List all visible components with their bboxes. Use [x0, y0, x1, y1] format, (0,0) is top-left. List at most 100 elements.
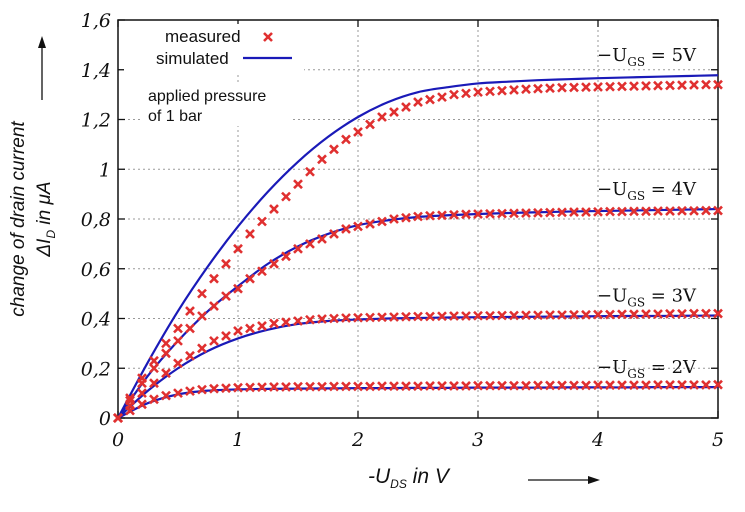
x-axis-label-sub: DS	[390, 477, 407, 491]
measured-point	[689, 80, 699, 90]
measured-point	[233, 326, 243, 336]
measured-point	[641, 380, 651, 391]
measured-point	[437, 92, 447, 103]
measured-point	[701, 79, 711, 90]
annotation-background	[140, 84, 290, 126]
y-axis-label-suffix: in μA	[34, 181, 55, 229]
measured-point	[581, 207, 591, 217]
measured-point	[245, 323, 255, 334]
measured-point	[449, 380, 459, 391]
measured-point	[305, 381, 315, 392]
pressure-annotation: applied pressure of 1 bar	[140, 84, 290, 126]
measured-point	[389, 214, 399, 224]
legend-measured-marker	[263, 32, 273, 42]
measured-point	[485, 310, 495, 321]
measured-point	[149, 355, 159, 366]
measured-point	[233, 243, 243, 254]
measured-point	[677, 205, 687, 216]
measured-point	[461, 311, 471, 321]
measured-point	[413, 211, 423, 222]
measured-point	[617, 309, 627, 320]
measured-point	[665, 308, 675, 319]
measured-point	[281, 191, 291, 202]
measured-point	[245, 229, 255, 239]
measured-point	[281, 317, 291, 328]
measured-point	[389, 107, 399, 117]
measured-point	[353, 312, 363, 323]
measured-point	[293, 179, 303, 190]
measured-point	[545, 83, 555, 94]
measured-point	[161, 348, 171, 359]
measured-point	[557, 310, 567, 320]
measured-point	[317, 314, 327, 324]
measured-point	[641, 206, 651, 217]
measured-point	[497, 208, 507, 219]
measured-point	[509, 84, 519, 95]
measured-point	[257, 382, 267, 393]
curve-label: −UGS = 3V	[597, 286, 697, 310]
measured-point	[209, 383, 219, 394]
measured-point	[377, 381, 387, 392]
measured-point	[209, 273, 219, 284]
y-tick-label: 1,4	[81, 60, 111, 82]
measured-point	[569, 82, 579, 93]
measured-point	[521, 84, 531, 95]
measured-point	[593, 380, 603, 391]
x-axis-label: -UDS in V	[368, 465, 451, 491]
measured-point	[221, 330, 231, 341]
x-tick-label: 0	[112, 429, 124, 451]
legend: measured simulated	[124, 24, 304, 74]
measured-markers	[113, 79, 723, 423]
measured-point	[401, 102, 411, 112]
measured-point	[689, 379, 699, 390]
measured-point	[293, 316, 303, 326]
y-tick-label: 1,6	[81, 10, 111, 32]
measured-point	[401, 381, 411, 392]
measured-point	[473, 87, 483, 98]
measured-point	[149, 363, 159, 374]
measured-point	[281, 251, 291, 262]
y-axis-arrow	[38, 36, 46, 100]
measured-point	[497, 310, 507, 321]
measured-point	[389, 312, 399, 322]
measured-point	[485, 380, 495, 391]
measured-point	[425, 311, 435, 322]
x-axis-arrow	[528, 476, 600, 484]
simulated-line	[117, 386, 719, 419]
measured-point	[305, 314, 315, 325]
measured-point	[701, 379, 711, 390]
measured-point	[209, 335, 219, 346]
measured-point	[425, 380, 435, 391]
measured-point	[545, 380, 555, 391]
measured-point	[425, 94, 435, 105]
measured-point	[533, 310, 543, 321]
measured-point	[509, 310, 519, 321]
measured-point	[569, 309, 579, 320]
measured-point	[653, 379, 663, 390]
measured-point	[557, 82, 567, 93]
measured-point	[113, 413, 123, 423]
measured-point	[557, 380, 567, 391]
measured-point	[677, 379, 687, 390]
y-tick-label: 0,6	[81, 259, 111, 281]
measured-point	[593, 81, 603, 92]
measured-point	[413, 381, 423, 392]
measured-point	[329, 313, 339, 324]
measured-point	[401, 212, 411, 223]
measured-point	[221, 258, 231, 269]
measured-point	[605, 206, 615, 217]
measured-point	[389, 381, 399, 392]
measured-point	[557, 207, 567, 218]
measured-point	[605, 81, 615, 92]
measured-point	[269, 381, 279, 392]
measured-point	[197, 311, 207, 321]
curve-labels: −UGS = 5V −UGS = 4V −UGS = 3V −UGS = 2V	[597, 45, 697, 381]
grid-lines	[118, 20, 718, 418]
measured-point	[353, 381, 363, 392]
measured-point	[341, 134, 351, 145]
measured-point	[437, 311, 447, 322]
measured-point	[677, 308, 687, 319]
measured-point	[437, 380, 447, 391]
measured-point	[461, 209, 471, 220]
y-tick-label: 0,2	[81, 358, 111, 380]
